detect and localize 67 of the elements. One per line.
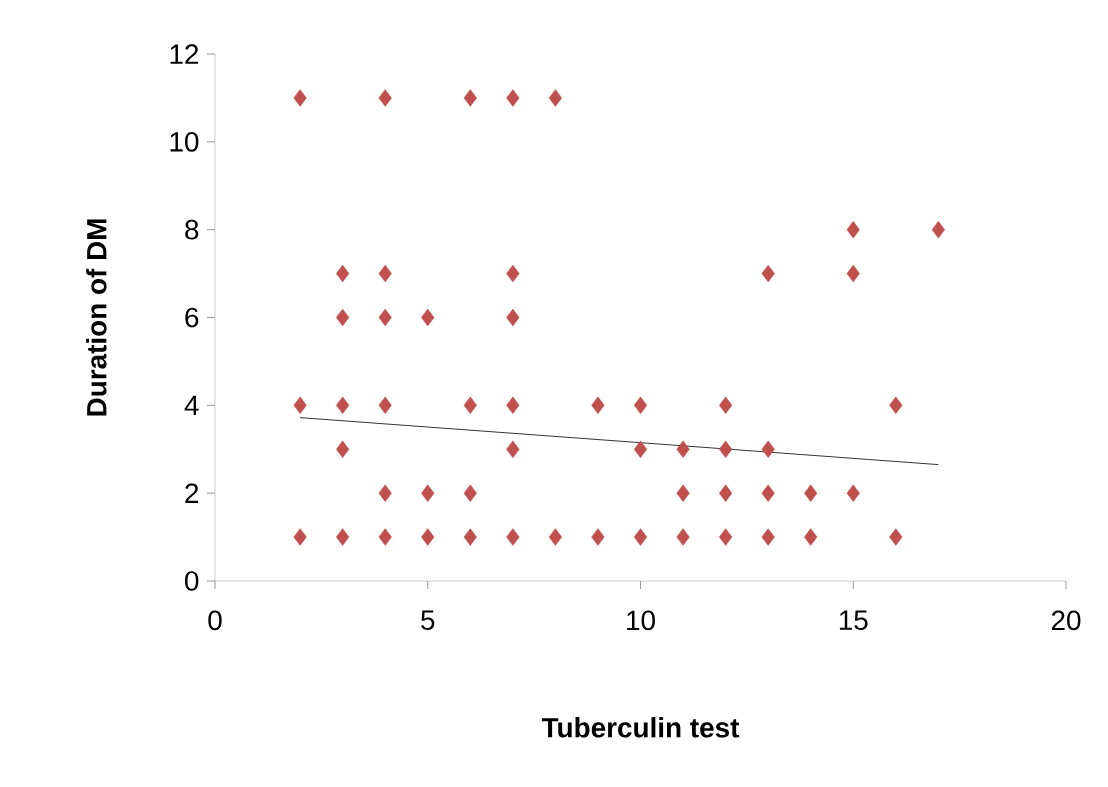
point: [761, 528, 775, 546]
point: [889, 528, 903, 546]
point: [336, 528, 350, 546]
point: [633, 440, 648, 458]
point: [719, 484, 733, 502]
point: [931, 220, 945, 239]
y-tick-label: 6: [185, 307, 199, 328]
point: [719, 528, 733, 546]
point: [719, 440, 733, 458]
point: [463, 89, 477, 107]
y-tick-label: 8: [185, 219, 199, 240]
point: [421, 308, 435, 327]
y-tick-label: 12: [170, 44, 199, 64]
point: [591, 396, 605, 415]
point: [676, 528, 690, 546]
point: [761, 484, 775, 502]
point: [846, 484, 860, 502]
y-axis-title: Duration of DM: [86, 219, 107, 416]
point: [378, 396, 392, 415]
point: [378, 264, 392, 283]
point: [506, 89, 520, 107]
point: [761, 264, 775, 283]
point: [548, 89, 562, 107]
point: [506, 528, 520, 546]
point: [336, 440, 350, 458]
point: [846, 264, 860, 283]
point: [421, 484, 435, 502]
point: [293, 396, 307, 415]
point: [804, 484, 818, 502]
point: [378, 308, 392, 327]
x-tick-label: 10: [627, 610, 655, 631]
point: [336, 308, 350, 327]
point: [336, 264, 350, 283]
point: [506, 264, 520, 283]
point: [591, 528, 605, 546]
x-tick-label: 15: [839, 610, 868, 630]
point: [378, 89, 392, 107]
x-tick-label: 20: [1051, 610, 1081, 631]
point: [889, 396, 903, 415]
point: [506, 396, 520, 415]
point: [378, 484, 392, 502]
x-axis-title: Tuberculin test: [541, 717, 740, 738]
point: [804, 528, 818, 546]
x-tick-label: 5: [421, 610, 435, 630]
point: [633, 396, 648, 415]
point: [719, 396, 733, 415]
point: [293, 528, 307, 546]
y-tick-label: 2: [185, 483, 199, 503]
point: [676, 440, 690, 458]
point: [761, 440, 775, 458]
point: [463, 484, 477, 502]
point: [421, 528, 435, 546]
point: [633, 528, 648, 546]
point: [378, 528, 392, 546]
y-tick-label: 0: [185, 571, 199, 591]
point: [463, 396, 477, 415]
point: [676, 484, 690, 502]
point: [293, 89, 307, 107]
point: [846, 220, 860, 239]
x-tick-label: 0: [208, 610, 222, 631]
point: [548, 528, 562, 546]
y-tick-label: 10: [170, 131, 199, 152]
point: [463, 528, 477, 546]
point: [336, 396, 350, 415]
point: [506, 440, 520, 458]
point: [506, 308, 520, 327]
y-tick-label: 4: [184, 395, 199, 415]
